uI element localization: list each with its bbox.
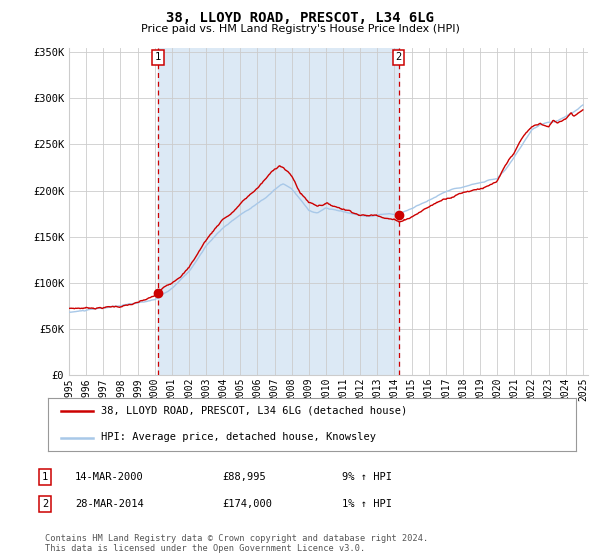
Text: 2: 2 bbox=[42, 499, 48, 509]
Text: 1: 1 bbox=[155, 52, 161, 62]
Text: Contains HM Land Registry data © Crown copyright and database right 2024.
This d: Contains HM Land Registry data © Crown c… bbox=[45, 534, 428, 553]
Bar bbox=[158, 48, 398, 375]
Text: 14-MAR-2000: 14-MAR-2000 bbox=[75, 472, 144, 482]
Text: 38, LLOYD ROAD, PRESCOT, L34 6LG: 38, LLOYD ROAD, PRESCOT, L34 6LG bbox=[166, 11, 434, 25]
Text: HPI: Average price, detached house, Knowsley: HPI: Average price, detached house, Know… bbox=[101, 432, 376, 442]
Text: 28-MAR-2014: 28-MAR-2014 bbox=[75, 499, 144, 509]
Text: 9% ↑ HPI: 9% ↑ HPI bbox=[342, 472, 392, 482]
Text: £88,995: £88,995 bbox=[222, 472, 266, 482]
Text: 38, LLOYD ROAD, PRESCOT, L34 6LG (detached house): 38, LLOYD ROAD, PRESCOT, L34 6LG (detach… bbox=[101, 406, 407, 416]
Text: £174,000: £174,000 bbox=[222, 499, 272, 509]
Text: 1% ↑ HPI: 1% ↑ HPI bbox=[342, 499, 392, 509]
Text: 2: 2 bbox=[395, 52, 401, 62]
Text: 1: 1 bbox=[42, 472, 48, 482]
Text: Price paid vs. HM Land Registry's House Price Index (HPI): Price paid vs. HM Land Registry's House … bbox=[140, 24, 460, 34]
